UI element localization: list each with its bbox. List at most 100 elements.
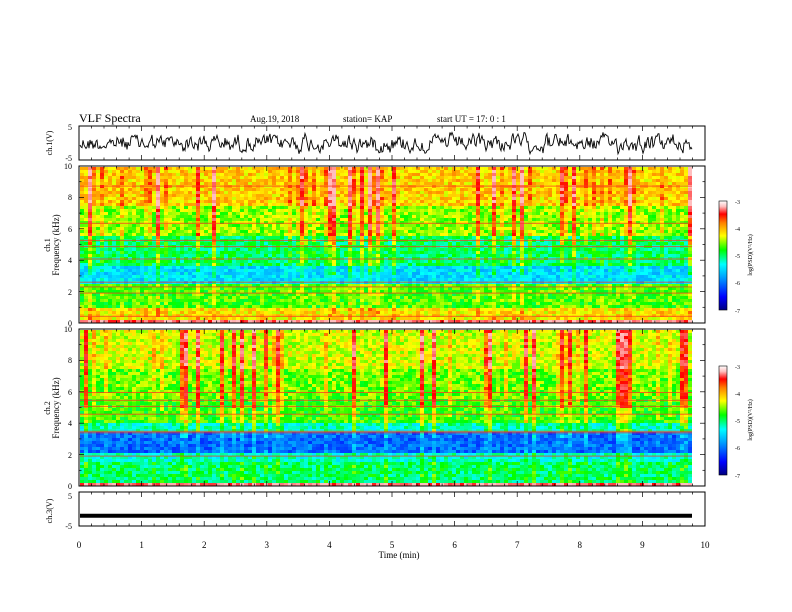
spectrogram-cell — [348, 236, 352, 239]
spectrogram-cell — [336, 200, 340, 203]
spectrogram-cell — [420, 248, 424, 251]
spectrogram-cell — [392, 215, 396, 218]
spectrogram-cell — [216, 170, 220, 173]
spectrogram-cell — [96, 242, 100, 245]
spectrogram-cell — [248, 251, 252, 254]
spectrogram-cell — [176, 233, 180, 236]
spectrogram-cell — [236, 218, 240, 221]
spectrogram-cell — [116, 212, 120, 215]
spectrogram-cell — [412, 173, 416, 176]
spectrogram-cell — [336, 188, 340, 191]
spectrogram-cell — [676, 179, 680, 182]
spectrogram-cell — [628, 206, 632, 209]
spectrogram-cell — [156, 236, 160, 239]
spectrogram-cell — [580, 194, 584, 197]
spectrogram-cell — [356, 254, 360, 257]
spectrogram-cell — [276, 218, 280, 221]
spectrogram-cell — [624, 203, 628, 206]
spectrogram-cell — [176, 179, 180, 182]
spectrogram-cell — [608, 191, 612, 194]
spectrogram-cell — [352, 194, 356, 197]
spectrogram-cell — [508, 209, 512, 212]
spectrogram-cell — [468, 206, 472, 209]
spectrogram-cell — [264, 170, 268, 173]
spectrogram-cell — [608, 215, 612, 218]
spectrogram-cell — [576, 227, 580, 230]
spectrogram-cell — [520, 218, 524, 221]
spectrogram-cell — [204, 248, 208, 251]
spectrogram-cell — [556, 221, 560, 224]
spectrogram-cell — [440, 191, 444, 194]
spectrogram-cell — [176, 254, 180, 257]
spectrogram-cell — [644, 194, 648, 197]
spectrogram-cell — [668, 212, 672, 215]
spectrogram-cell — [460, 194, 464, 197]
spectrogram-cell — [412, 251, 416, 254]
spectrogram-cell — [116, 176, 120, 179]
spectrogram-cell — [500, 224, 504, 227]
spectrogram-cell — [92, 254, 96, 257]
spectrogram-cell — [80, 200, 84, 203]
spectrogram-cell — [88, 191, 92, 194]
spectrogram-cell — [172, 263, 176, 266]
spectrogram-cell — [104, 194, 108, 197]
spectrogram-cell — [88, 230, 92, 233]
spectrogram-cell — [196, 230, 200, 233]
spectrogram-cell — [108, 170, 112, 173]
spectrogram-cell — [136, 227, 140, 230]
spectrogram-cell — [152, 176, 156, 179]
spectrogram-cell — [356, 200, 360, 203]
spectrogram-cell — [276, 203, 280, 206]
spectrogram-cell — [164, 236, 168, 239]
spectrogram-cell — [240, 182, 244, 185]
spectrogram-cell — [396, 173, 400, 176]
spectrogram-cell — [388, 188, 392, 191]
spectrogram-cell — [648, 215, 652, 218]
spectrogram-cell — [472, 176, 476, 179]
spectrogram-cell — [168, 233, 172, 236]
spectrogram-cell — [368, 233, 372, 236]
spectrogram-cell — [452, 212, 456, 215]
spectrogram-cell — [472, 242, 476, 245]
spectrogram-cell — [584, 179, 588, 182]
spectrogram-cell — [624, 200, 628, 203]
spectrogram-cell — [112, 251, 116, 254]
spectrogram-cell — [208, 167, 212, 170]
spectrogram-cell — [428, 191, 432, 194]
spectrogram-cell — [604, 206, 608, 209]
spectrogram-cell — [524, 200, 528, 203]
spectrogram-cell — [432, 221, 436, 224]
spectrogram-cell — [116, 170, 120, 173]
spectrogram-cell — [184, 170, 188, 173]
spectrogram-cell — [88, 260, 92, 263]
spectrogram-cell — [416, 206, 420, 209]
spectrogram-cell — [464, 221, 468, 224]
spectrogram-cell — [648, 203, 652, 206]
spectrogram-cell — [320, 221, 324, 224]
spectrogram-cell — [604, 173, 608, 176]
spectrogram-cell — [584, 206, 588, 209]
spectrogram-cell — [344, 221, 348, 224]
spectrogram-cell — [668, 194, 672, 197]
spectrogram-cell — [228, 242, 232, 245]
spectrogram-cell — [308, 218, 312, 221]
spectrogram-cell — [96, 221, 100, 224]
spectrogram-cell — [188, 230, 192, 233]
spectrogram-cell — [200, 260, 204, 263]
spectrogram-cell — [116, 197, 120, 200]
spectrogram-cell — [132, 194, 136, 197]
spectrogram-cell — [80, 209, 84, 212]
spectrogram-cell — [216, 215, 220, 218]
spectrogram-cell — [588, 194, 592, 197]
spectrogram-cell — [416, 236, 420, 239]
spectrogram-cell — [128, 227, 132, 230]
spectrogram-cell — [376, 221, 380, 224]
spectrogram-cell — [596, 179, 600, 182]
spectrogram-cell — [120, 227, 124, 230]
spectrogram-cell — [652, 182, 656, 185]
spectrogram-cell — [228, 260, 232, 263]
spectrogram-cell — [352, 263, 356, 266]
spectrogram-cell — [292, 233, 296, 236]
spectrogram-cell — [212, 242, 216, 245]
spectrogram-cell — [340, 215, 344, 218]
